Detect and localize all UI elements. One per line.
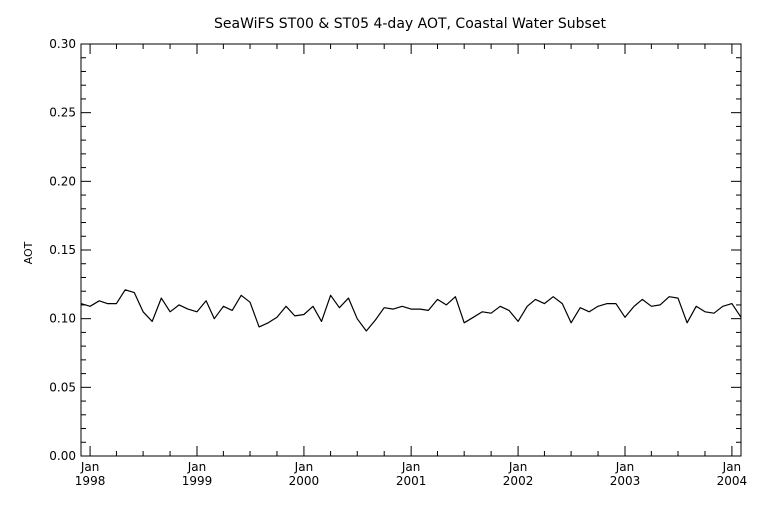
x-tick-year-label: 2001	[396, 474, 427, 488]
y-tick-label: 0.15	[49, 243, 76, 257]
y-tick-label: 0.05	[49, 380, 76, 394]
y-tick-label: 0.30	[49, 37, 76, 51]
x-tick-month-label: Jan	[615, 460, 635, 474]
y-axis-label: AOT	[22, 241, 35, 264]
x-tick-month-label: Jan	[722, 460, 742, 474]
x-tick-month-label: Jan	[508, 460, 528, 474]
y-tick-label: 0.20	[49, 174, 76, 188]
aot-series-line	[80, 289, 742, 332]
x-tick-year-label: 1998	[75, 474, 106, 488]
x-tick-year-label: 2003	[610, 474, 641, 488]
x-tick-year-label: 2000	[289, 474, 320, 488]
x-tick-month-label: Jan	[294, 460, 314, 474]
x-tick-month-label: Jan	[80, 460, 100, 474]
y-tick-label: 0.10	[49, 312, 76, 326]
x-tick-year-label: 1999	[182, 474, 213, 488]
plot-frame	[80, 43, 742, 457]
y-tick-label: 0.00	[49, 449, 76, 463]
x-tick-month-label: Jan	[401, 460, 421, 474]
chart-title: SeaWiFS ST00 & ST05 4-day AOT, Coastal W…	[214, 16, 606, 32]
y-tick-label: 0.25	[49, 106, 76, 120]
x-tick-year-label: 2004	[717, 474, 748, 488]
x-tick-year-label: 2002	[503, 474, 534, 488]
x-tick-month-label: Jan	[187, 460, 207, 474]
